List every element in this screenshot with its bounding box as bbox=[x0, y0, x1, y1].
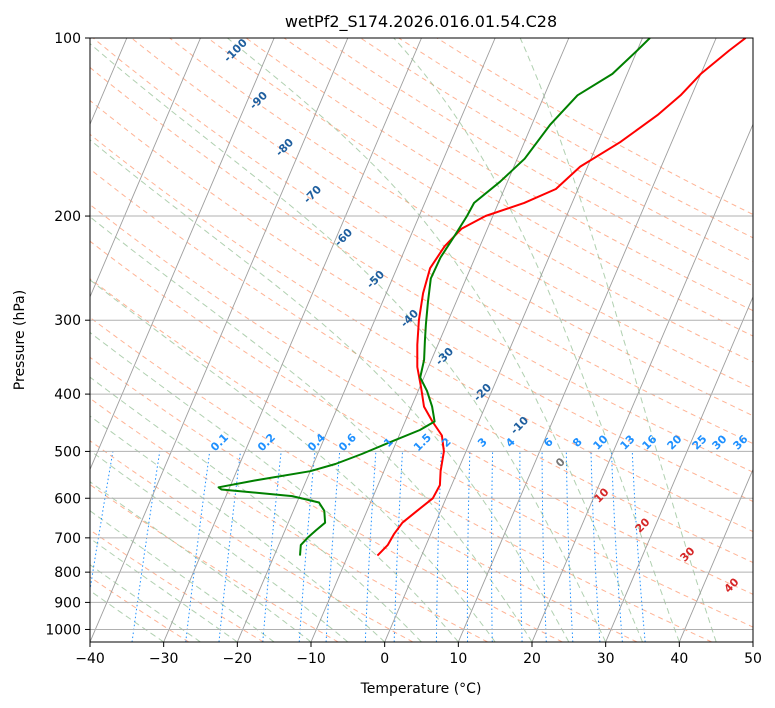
y-axis: 100 200 300 400 500 600 700 800 900 1000 bbox=[45, 31, 90, 638]
isotherm-line bbox=[678, 468, 753, 642]
moist-adiabat-line bbox=[519, 38, 717, 642]
moist-adiabat-line bbox=[90, 279, 496, 642]
x-axis-label: Temperature (°C) bbox=[360, 681, 482, 697]
isotherm-line bbox=[384, 38, 643, 642]
y-tick-label: 300 bbox=[54, 313, 81, 329]
moist-adiabat-line bbox=[90, 510, 275, 642]
x-tick-label: −10 bbox=[296, 651, 326, 667]
dry-adiabat-line bbox=[90, 484, 339, 642]
moist-adiabat-line bbox=[90, 42, 607, 642]
isotherm-line bbox=[752, 640, 753, 642]
dewpoint-profile-line bbox=[217, 38, 651, 556]
moist-adiabat-line bbox=[90, 537, 238, 642]
isotherm-line bbox=[531, 123, 753, 642]
isotherm-line bbox=[163, 38, 422, 642]
dry-adiabat-line bbox=[131, 38, 753, 417]
dry-adiabat-line bbox=[283, 38, 753, 312]
x-tick-label: 50 bbox=[744, 651, 762, 667]
dry-adiabat-line bbox=[90, 204, 753, 595]
moist-adiabat-line bbox=[227, 38, 643, 642]
y-tick-label: 400 bbox=[54, 387, 81, 403]
x-tick-label: −20 bbox=[223, 651, 253, 667]
dry-adiabat-line bbox=[90, 66, 753, 473]
dry-adiabat-line bbox=[90, 240, 753, 628]
isobar-grid bbox=[90, 38, 753, 630]
moist-adiabat-line bbox=[90, 481, 312, 642]
x-tick-label: −30 bbox=[149, 651, 179, 667]
isotherm-line bbox=[310, 38, 570, 642]
mixing-ratio-line bbox=[90, 451, 114, 593]
moist-adiabat-line bbox=[90, 564, 201, 642]
isotherm-line bbox=[90, 38, 201, 299]
dry-adiabat-line bbox=[207, 38, 753, 363]
dry-adiabat-line bbox=[90, 440, 414, 642]
temperature-profile-line bbox=[376, 38, 747, 557]
isotherms bbox=[90, 38, 753, 642]
y-tick-label: 800 bbox=[54, 565, 81, 581]
dry-adiabat-line bbox=[90, 133, 753, 533]
isotherm-line bbox=[90, 38, 349, 642]
moist-adiabat-line bbox=[90, 415, 386, 642]
moist-adiabat-line bbox=[90, 590, 164, 642]
y-tick-label: 500 bbox=[54, 444, 81, 460]
x-tick-label: 20 bbox=[523, 651, 541, 667]
x-tick-label: 30 bbox=[597, 651, 615, 667]
x-tick-label: 10 bbox=[449, 651, 467, 667]
moist-adiabat-line bbox=[90, 216, 533, 642]
moist-adiabat-line bbox=[393, 38, 680, 642]
x-tick-label: −40 bbox=[75, 651, 105, 667]
x-axis: −40 −30 −20 −10 0 10 20 30 40 50 bbox=[75, 642, 762, 667]
profile-series bbox=[217, 38, 747, 557]
plot-background bbox=[90, 38, 753, 642]
isotherm-line bbox=[605, 295, 753, 642]
mixing-ratio-line bbox=[185, 451, 211, 642]
dry-adiabat-line bbox=[90, 356, 563, 642]
moist-adiabat-line bbox=[90, 139, 570, 642]
y-tick-label: 100 bbox=[54, 31, 81, 47]
y-tick-label: 700 bbox=[54, 531, 81, 547]
chart-title: wetPf2_S174.2026.016.01.54.C28 bbox=[285, 12, 557, 32]
plot-frame bbox=[89, 37, 754, 643]
mixing-ratio-line bbox=[218, 451, 241, 642]
y-tick-label: 200 bbox=[54, 209, 81, 225]
dry-adiabat-line bbox=[90, 168, 753, 564]
x-tick-label: 0 bbox=[380, 651, 389, 667]
y-tick-label: 600 bbox=[54, 491, 81, 507]
y-axis-label: Pressure (hPa) bbox=[12, 290, 28, 390]
moist-adiabats bbox=[90, 38, 717, 642]
isotherm-line bbox=[457, 38, 717, 642]
y-tick-label: 1000 bbox=[45, 622, 81, 638]
isotherm-line bbox=[236, 38, 496, 642]
y-tick-label: 900 bbox=[54, 595, 81, 611]
x-tick-label: 40 bbox=[670, 651, 688, 667]
isotherm-line bbox=[90, 38, 275, 471]
moist-adiabat-line bbox=[90, 331, 459, 642]
